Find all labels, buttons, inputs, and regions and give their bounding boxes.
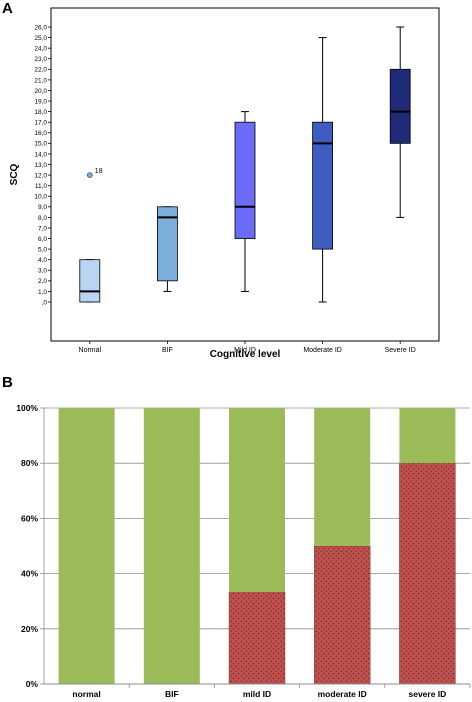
y-tick-label: 1,0	[38, 289, 47, 296]
y-tick-label: 7,0	[38, 225, 47, 232]
y-tick-label: 40%	[21, 569, 38, 579]
y-tick-label: 20,0	[34, 88, 47, 95]
y-tick-label: 5,0	[38, 247, 47, 254]
y-tick-label: 8,0	[38, 215, 47, 222]
y-tick-label: 18,0	[34, 109, 47, 116]
y-tick-label: 3,0	[38, 268, 47, 275]
y-tick-label: 0%	[26, 679, 39, 689]
y-tick-label: 15,0	[34, 141, 47, 148]
x-axis-label: Cognitive level	[210, 349, 281, 360]
box	[234, 121, 256, 239]
bar-segment	[314, 408, 371, 546]
y-axis-label: SCQ	[9, 163, 20, 185]
outlier-label: 18	[95, 168, 103, 175]
bar-segment	[228, 591, 286, 685]
y-tick-label: 19,0	[34, 98, 47, 105]
y-tick-label: 4,0	[38, 257, 47, 264]
x-tick-label: moderate ID	[318, 689, 367, 699]
outlier-point	[86, 172, 93, 178]
panel-a-label: A	[2, 0, 13, 17]
bar-segment	[229, 408, 285, 593]
box	[312, 121, 334, 250]
bar-segment	[58, 408, 115, 684]
y-tick-label: 24,0	[34, 46, 47, 53]
bar-segment	[399, 463, 456, 685]
y-tick-label: 6,0	[38, 236, 47, 243]
y-tick-label: 23,0	[34, 56, 47, 63]
x-tick-label: Normal	[79, 347, 102, 354]
x-tick-label: severe ID	[408, 689, 446, 699]
x-tick-label: normal	[72, 689, 100, 699]
y-tick-label: ,0	[42, 299, 48, 306]
y-tick-label: 20%	[21, 624, 38, 634]
y-tick-label: 10,0	[34, 194, 47, 201]
y-tick-label: 12,0	[34, 172, 47, 179]
y-tick-label: 21,0	[34, 77, 47, 84]
y-tick-label: 60%	[21, 513, 38, 523]
y-tick-label: 80%	[21, 458, 38, 468]
y-tick-label: 17,0	[34, 120, 47, 127]
y-tick-label: 100%	[16, 403, 38, 413]
y-tick-label: 16,0	[34, 130, 47, 137]
y-tick-label: 2,0	[38, 278, 47, 285]
bar-segment	[314, 545, 371, 685]
y-tick-label: 25,0	[34, 35, 47, 42]
x-tick-label: Moderate ID	[303, 347, 342, 354]
panel-b-label: B	[2, 374, 13, 391]
box	[156, 206, 178, 282]
box	[389, 68, 411, 144]
y-tick-label: 22,0	[34, 67, 47, 74]
x-tick-label: BIF	[162, 347, 173, 354]
x-tick-label: Mild ID	[234, 347, 256, 354]
box-plot-chart: ,0 1,0 2,0 3,0 4,0 5,0 6,0 7,0 8,0 9,0 10,0 11,0 12,…	[9, 7, 440, 360]
bar-segment	[143, 408, 200, 684]
y-tick-label: 26,0	[34, 24, 47, 31]
x-tick-label: Severe ID	[385, 347, 416, 354]
y-tick-label: 11,0	[35, 183, 48, 190]
bar-segment	[399, 408, 456, 464]
x-tick-label: BIF	[165, 689, 179, 699]
y-tick-label: 9,0	[38, 204, 47, 211]
y-tick-label: 13,0	[34, 162, 47, 169]
y-tick-label: 14,0	[34, 151, 47, 158]
x-tick-label: mild ID	[243, 689, 271, 699]
